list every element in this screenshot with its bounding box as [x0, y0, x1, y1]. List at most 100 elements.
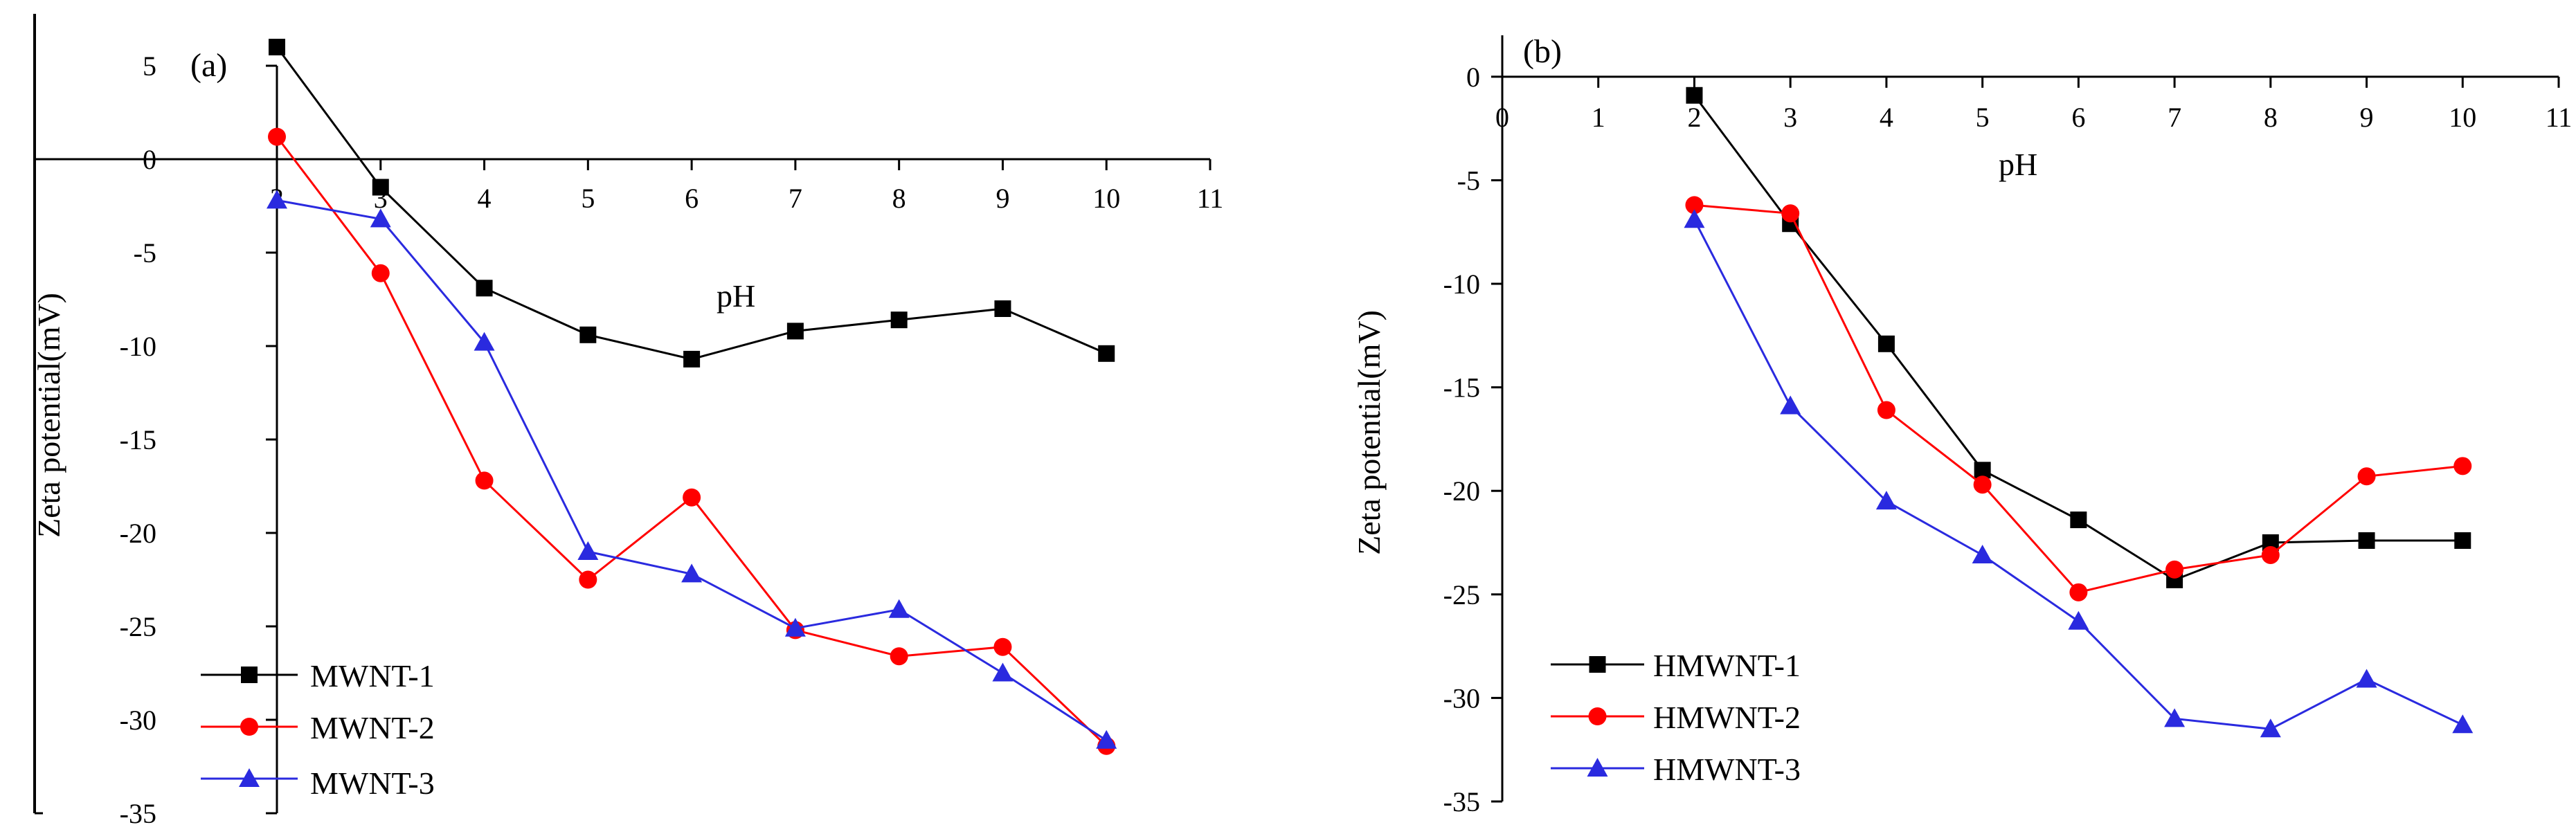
y-axis-title-a: Zeta potential(mV) [31, 293, 66, 538]
data-point-mwnt-3-6 [681, 563, 703, 583]
data-point-mwnt-3-5 [577, 541, 599, 560]
x-tick-label-a-4: 4 [478, 183, 492, 214]
data-point-mwnt-3-10 [1096, 729, 1117, 749]
data-point-hmwnt-2-7 [2165, 560, 2184, 579]
series-line-mwnt-2 [276, 136, 1108, 747]
y-tick-label-a--30: -30 [120, 705, 156, 736]
series-line-hmwnt-2 [1694, 203, 2463, 594]
x-axis-title-a: pH [717, 278, 755, 314]
series-line-hmwnt-1 [1693, 94, 2463, 581]
data-point-mwnt-2-9 [993, 637, 1012, 656]
legend-label-hmwnt-1: HMWNT-1 [1653, 648, 1801, 683]
x-tick-label-a-9: 9 [996, 183, 1009, 214]
y-tick-label-b--5: -5 [1457, 165, 1480, 196]
y-tick-label-a-5: 5 [143, 51, 156, 82]
data-point-hmwnt-2-3 [1781, 204, 1800, 223]
data-point-mwnt-1-7 [786, 323, 804, 340]
data-point-hmwnt-1-10 [2454, 532, 2471, 550]
data-point-hmwnt-1-4 [1877, 335, 1895, 352]
data-point-hmwnt-3-6 [2068, 610, 2089, 630]
x-tick-label-a-10: 10 [1092, 183, 1120, 214]
legend-marker-mwnt-1 [241, 667, 258, 683]
y-tick-label-b--15: -15 [1443, 372, 1480, 404]
data-point-hmwnt-2-9 [2357, 467, 2376, 486]
data-point-mwnt-3-9 [992, 662, 1014, 682]
data-point-mwnt-2-3 [371, 264, 390, 282]
x-tick-label-a-11: 11 [1197, 183, 1224, 214]
data-point-hmwnt-3-2 [1684, 209, 1705, 228]
data-point-mwnt-1-2 [269, 39, 285, 55]
data-point-hmwnt-2-5 [1973, 475, 1992, 494]
legend-marker-hmwnt-2 [1588, 707, 1607, 725]
data-point-mwnt-1-5 [579, 326, 597, 343]
data-point-mwnt-3-8 [888, 599, 910, 618]
y-axis-title-b: Zeta potential(mV) [1351, 310, 1387, 555]
data-point-mwnt-2-6 [683, 488, 701, 507]
legend-label-mwnt-3: MWNT-3 [310, 765, 435, 801]
x-tick-label-b-4: 4 [1880, 102, 1893, 133]
legend-marker-mwnt-3 [239, 768, 260, 787]
data-point-hmwnt-3-3 [1780, 395, 1801, 415]
data-point-hmwnt-3-8 [2260, 718, 2281, 738]
data-point-hmwnt-3-7 [2164, 708, 2186, 727]
data-point-hmwnt-3-10 [2452, 714, 2474, 734]
x-tick-label-b-10: 10 [2449, 102, 2476, 133]
legend-marker-hmwnt-3 [1587, 758, 1608, 777]
data-point-mwnt-2-4 [475, 471, 494, 490]
legend-marker-hmwnt-1 [1589, 656, 1606, 673]
data-point-hmwnt-1-9 [2358, 532, 2375, 550]
legend-label-mwnt-1: MWNT-1 [310, 658, 435, 694]
legend-label-mwnt-2: MWNT-2 [310, 710, 435, 745]
data-point-hmwnt-2-10 [2453, 457, 2472, 475]
legend-marker-mwnt-2 [240, 718, 258, 736]
y-tick-label-a--10: -10 [120, 331, 156, 362]
y-tick-label-a--25: -25 [120, 611, 156, 642]
data-point-mwnt-3-4 [474, 332, 495, 351]
data-point-hmwnt-2-6 [2069, 583, 2088, 601]
y-tick-label-b-0: 0 [1466, 62, 1480, 93]
y-tick-label-a--5: -5 [134, 237, 156, 269]
data-point-hmwnt-3-9 [2356, 669, 2377, 688]
legend-label-hmwnt-3: HMWNT-3 [1653, 752, 1801, 787]
data-point-mwnt-2-5 [579, 570, 597, 589]
x-tick-label-b-5: 5 [1976, 102, 1990, 133]
data-point-hmwnt-3-4 [1875, 491, 1897, 510]
data-point-hmwnt-2-2 [1685, 196, 1704, 215]
y-tick-label-b--25: -25 [1443, 579, 1480, 610]
y-tick-label-a--20: -20 [120, 518, 156, 549]
x-tick-label-b-7: 7 [2168, 102, 2181, 133]
data-point-mwnt-1-4 [476, 280, 493, 297]
x-tick-label-b-3: 3 [1783, 102, 1797, 133]
data-point-hmwnt-2-8 [2261, 545, 2280, 564]
data-point-mwnt-3-3 [370, 208, 391, 228]
x-tick-label-b-1: 1 [1592, 102, 1605, 133]
y-tick-label-b--20: -20 [1443, 475, 1480, 507]
x-tick-label-b-9: 9 [2360, 102, 2374, 133]
chart-panel-b: (b) pH Zeta potential(mV) 0 1 2 3 4 5 6 7 8 9 10 11… [1351, 33, 2572, 817]
data-point-mwnt-3-2 [267, 190, 287, 209]
data-point-mwnt-3-7 [784, 617, 806, 637]
x-tick-label-a-6: 6 [685, 183, 699, 214]
y-tick-label-a--35: -35 [120, 798, 156, 829]
y-tick-label-b--30: -30 [1443, 682, 1480, 714]
y-tick-label-b--35: -35 [1443, 786, 1480, 817]
series-line-hmwnt-3 [1693, 219, 2463, 730]
data-point-hmwnt-1-2 [1686, 87, 1703, 104]
x-tick-label-a-7: 7 [789, 183, 802, 214]
x-tick-label-b-8: 8 [2264, 102, 2278, 133]
data-point-mwnt-1-9 [994, 300, 1011, 317]
y-tick-label-a--15: -15 [120, 424, 156, 455]
data-point-hmwnt-3-5 [1972, 544, 1993, 563]
x-axis-title-b: pH [1999, 147, 2037, 182]
data-point-mwnt-1-6 [683, 350, 701, 368]
data-point-mwnt-2-8 [890, 647, 908, 666]
x-tick-label-b-2: 2 [1687, 102, 1701, 133]
x-tick-label-a-5: 5 [581, 183, 595, 214]
data-point-mwnt-2-2 [268, 127, 286, 146]
x-tick-label-a-8: 8 [892, 183, 906, 214]
data-point-hmwnt-2-4 [1877, 401, 1895, 419]
y-tick-label-b--10: -10 [1443, 269, 1480, 300]
